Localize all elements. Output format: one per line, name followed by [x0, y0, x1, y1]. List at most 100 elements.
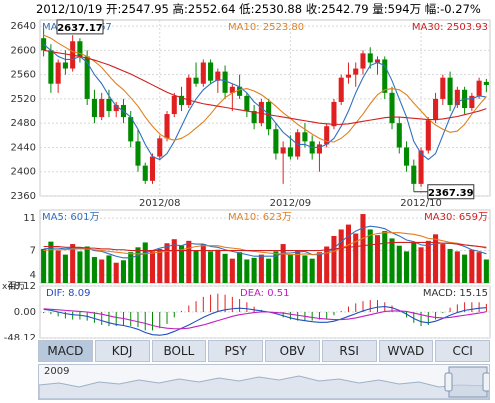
- volume-bar: [353, 233, 359, 283]
- volume-y-tick: 4: [30, 270, 36, 281]
- candle-body: [237, 86, 243, 96]
- macd-y-tick: 48.12: [7, 281, 36, 292]
- volume-bar: [462, 254, 468, 283]
- candle-body: [251, 111, 257, 124]
- price-candle: [454, 86, 460, 108]
- price-candle: [353, 62, 359, 87]
- candle-body: [106, 98, 112, 112]
- candle-body: [84, 56, 90, 99]
- macd-panel: 48.12 0.00 -48.12 DIF: 8.09 DEA: 0.51 MACD: 1…: [4, 281, 491, 340]
- macd-value-legend: MACD: 15.15: [423, 288, 488, 299]
- price-candle: [229, 83, 235, 112]
- volume-bar: [251, 257, 257, 283]
- volume-bar: [273, 251, 279, 283]
- candle-body: [91, 98, 97, 118]
- candle-body: [280, 147, 286, 154]
- candle-body: [266, 101, 272, 130]
- low-annotation-box: [427, 184, 475, 200]
- volume-bar: [374, 235, 381, 283]
- volume-bar: [469, 249, 475, 283]
- volume-bar: [389, 238, 395, 283]
- candle-body: [222, 71, 228, 93]
- price-candle: [55, 59, 61, 93]
- price-candle: [84, 50, 90, 105]
- candle-body: [440, 77, 446, 99]
- volume-ma5-legend: MA5: 601万: [42, 212, 99, 223]
- candle-body: [135, 141, 141, 166]
- tab-wvad[interactable]: WVAD: [378, 340, 434, 362]
- volume-bar: [229, 258, 235, 283]
- price-candle: [200, 59, 206, 87]
- macd-dea-legend: DEA: 0.51: [240, 288, 290, 299]
- price-ma10-line: [43, 34, 487, 143]
- candle-body: [331, 101, 337, 127]
- volume-bar: [433, 234, 439, 283]
- candle-body: [360, 53, 366, 69]
- candle-body: [273, 129, 279, 154]
- volume-bar: [142, 242, 148, 283]
- candle-body: [142, 165, 148, 181]
- indicator-tabs: MACD KDJ BOLL PSY OBV RSI WVAD CCI: [38, 340, 490, 362]
- tab-rsi[interactable]: RSI: [321, 340, 377, 362]
- navigator-right-handle[interactable]: [482, 372, 491, 392]
- price-candle: [149, 153, 156, 184]
- tab-macd[interactable]: MACD: [38, 340, 93, 362]
- candle-body: [178, 95, 185, 105]
- volume-bar: [128, 252, 134, 283]
- volume-bar: [222, 253, 228, 283]
- price-candle: [106, 89, 112, 118]
- price-candle: [389, 86, 395, 130]
- tab-cci[interactable]: CCI: [435, 340, 490, 362]
- price-candle: [360, 50, 366, 75]
- volume-bar: [99, 259, 105, 283]
- candle-body: [483, 81, 489, 85]
- tab-kdj[interactable]: KDJ: [94, 340, 150, 362]
- navigator-left-handle[interactable]: [444, 372, 453, 392]
- volume-bar: [338, 229, 344, 283]
- tab-psy[interactable]: PSY: [208, 340, 263, 362]
- price-candle: [91, 89, 97, 124]
- volume-bar: [135, 247, 141, 283]
- volume-bar: [258, 254, 264, 283]
- candle-body: [287, 147, 293, 157]
- volume-y-tick: 11: [23, 213, 36, 224]
- price-ma10-legend: MA10: 2523.80: [228, 22, 304, 33]
- volume-bar: [345, 224, 352, 283]
- volume-bar: [287, 254, 293, 283]
- volume-ma10-line: [43, 232, 487, 256]
- volume-bar: [403, 251, 410, 283]
- candle-body: [62, 62, 68, 69]
- stock-chart[interactable]: 2640 2600 2560 2520 2480 2440 2400 2360 2012/08 2…: [0, 0, 495, 340]
- macd-dif-legend: DIF: 8.09: [46, 288, 90, 299]
- tab-boll[interactable]: BOLL: [151, 340, 207, 362]
- candle-body: [186, 77, 192, 105]
- volume-bar: [324, 246, 330, 283]
- price-candle: [193, 62, 199, 87]
- price-candle: [403, 141, 410, 172]
- price-candle: [113, 101, 119, 118]
- volume-bar: [178, 245, 185, 283]
- navigator-selection[interactable]: [448, 366, 488, 398]
- volume-bar: [193, 250, 199, 283]
- price-candle: [447, 71, 453, 112]
- candle-body: [149, 156, 156, 181]
- candle-body: [367, 53, 373, 63]
- candle-body: [215, 71, 221, 81]
- candle-body: [396, 123, 402, 148]
- price-candle: [208, 59, 214, 84]
- high-annotation-box: [56, 19, 104, 35]
- volume-bar: [295, 250, 301, 283]
- price-candle: [382, 56, 388, 99]
- price-candle: [440, 74, 446, 105]
- price-candle: [425, 117, 431, 154]
- time-navigator[interactable]: [38, 364, 491, 400]
- candle-body: [99, 98, 105, 118]
- price-candle: [266, 98, 272, 136]
- candle-body: [338, 77, 344, 102]
- volume-bar: [396, 245, 402, 283]
- volume-panel: 11 7 4 x百万 MA5: 601万 MA10: 623万 MA30: 659万: [2, 209, 491, 292]
- price-candle: [280, 141, 286, 184]
- price-candle: [142, 162, 148, 184]
- tab-obv[interactable]: OBV: [265, 340, 320, 362]
- price-candle: [302, 123, 308, 148]
